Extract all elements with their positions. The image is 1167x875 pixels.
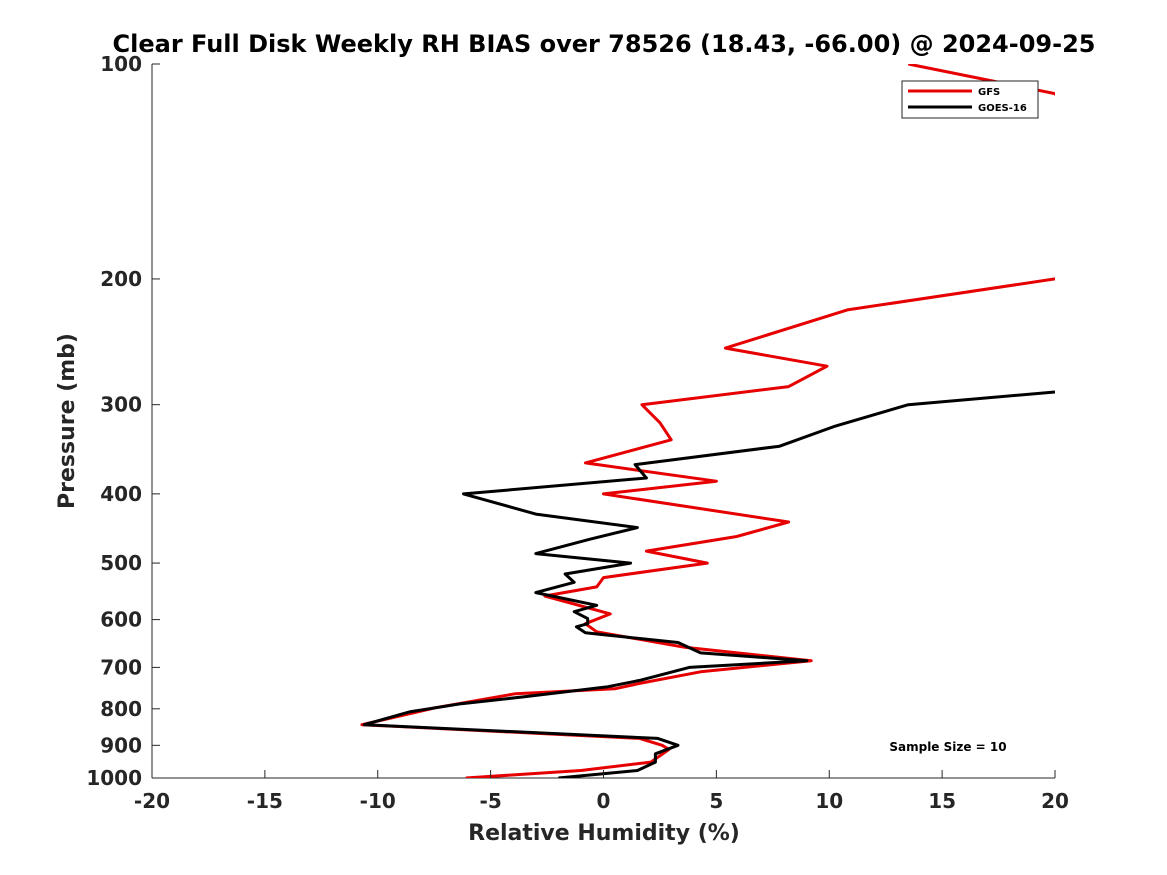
- x-axis-ticks: -20 -15 -10 -5 0 5 10 15 20: [134, 770, 1069, 813]
- x-axis-label: Relative Humidity (%): [468, 821, 740, 846]
- legend-label-gfs: GFS: [978, 87, 1000, 98]
- y-axis-ticks: 100 200 300 400 500 600 700 800 900 1000: [86, 52, 160, 790]
- y-tick-label: 600: [100, 608, 142, 632]
- sample-size-annotation: Sample Size = 10: [889, 740, 1006, 754]
- y-tick-label: 500: [100, 551, 142, 575]
- series-line-gfs: [360, 64, 1055, 778]
- legend-box: [901, 80, 1039, 119]
- x-tick-label: -20: [134, 789, 170, 813]
- x-tick-label: 20: [1041, 789, 1069, 813]
- y-tick-label: 200: [100, 267, 142, 291]
- series-layer: [360, 64, 1055, 778]
- y-tick-label: 900: [100, 733, 142, 757]
- y-tick-label: 800: [100, 697, 142, 721]
- y-tick-label: 700: [100, 655, 142, 679]
- y-axis-label: Pressure (mb): [55, 333, 80, 509]
- y-tick-label: 300: [100, 393, 142, 417]
- x-tick-label: -15: [247, 789, 283, 813]
- x-tick-label: 10: [815, 789, 843, 813]
- y-tick-label: 1000: [86, 766, 142, 790]
- x-tick-label: -10: [360, 789, 396, 813]
- chart-title: Clear Full Disk Weekly RH BIAS over 7852…: [113, 30, 1096, 58]
- x-tick-label: 0: [597, 789, 611, 813]
- legend-label-goes16: GOES-16: [978, 103, 1027, 114]
- x-tick-label: 15: [928, 789, 956, 813]
- y-tick-label: 400: [100, 482, 142, 506]
- x-tick-label: 5: [709, 789, 723, 813]
- plot-area: [151, 64, 1055, 779]
- y-tick-label: 100: [100, 52, 142, 76]
- legend: GFS GOES-16: [901, 80, 1039, 119]
- x-tick-label: -5: [480, 789, 502, 813]
- series-line-goes16: [362, 390, 1055, 778]
